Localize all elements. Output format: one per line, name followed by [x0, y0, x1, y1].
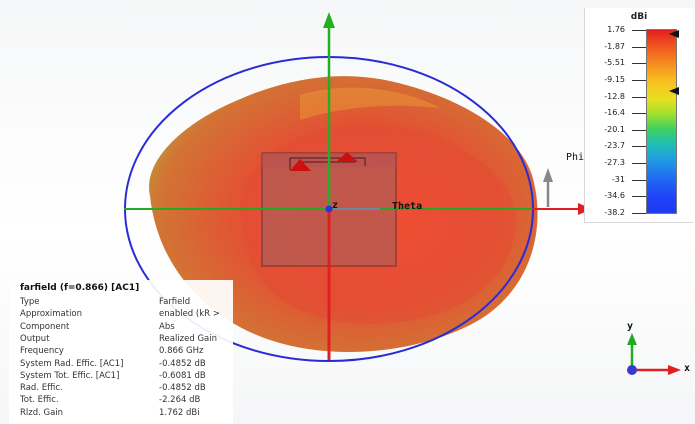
info-value: -0.4852 dB	[159, 383, 206, 394]
legend-tick-label: -31	[611, 174, 625, 184]
color-scale-legend: dBi 1.76 -1.87 -5.51 -9.15 -12.8 -16.4 -20.1 -2…	[584, 8, 693, 223]
info-row: Rlzd. Gain 1.762 dBi	[20, 408, 232, 419]
info-value: Realized Gain	[159, 333, 218, 344]
legend-marker-top[interactable]	[669, 30, 679, 38]
triad-x-label: x	[684, 363, 691, 374]
info-row: Tot. Effic. -2.264 dB	[20, 395, 232, 406]
axis-up-arrowhead	[323, 12, 335, 28]
legend-tick-mark	[632, 146, 646, 148]
legend-tick-label: -23.7	[604, 141, 625, 151]
info-key: Component	[20, 321, 70, 332]
info-key: Tot. Effic.	[20, 395, 59, 406]
info-row: Type Farfield	[20, 297, 232, 308]
info-key: System Tot. Effic. [AC1]	[20, 370, 120, 381]
info-key: Rad. Effic.	[20, 383, 63, 394]
info-key: Rlzd. Gain	[20, 407, 64, 418]
farfield-info-panel: farfield (f=0.866) [AC1] Type Farfield App…	[9, 280, 233, 424]
info-row: Component Abs	[20, 322, 232, 333]
phi-arrow-head	[543, 168, 553, 182]
legend-tick-mark	[632, 79, 646, 81]
info-row: System Rad. Effic. [AC1] -0.4852 dB	[20, 359, 232, 370]
info-row: Output Realized Gain	[20, 334, 232, 345]
info-key: Frequency	[20, 346, 64, 357]
legend-tick-mark	[632, 163, 646, 165]
origin-dot	[325, 205, 333, 213]
antenna-port-marker-right	[336, 152, 358, 162]
legend-tick-mark	[632, 30, 646, 31]
legend-tick-mark	[632, 179, 646, 181]
triad-origin	[627, 365, 637, 375]
legend-tick-label: -9.15	[604, 74, 625, 84]
legend-tick-label: -5.51	[604, 58, 625, 68]
phi-label: Phi	[566, 152, 585, 163]
legend-tick-mark	[632, 46, 646, 48]
pattern-lobe-highlight	[300, 87, 440, 120]
theta-label: Theta	[392, 201, 423, 212]
legend-tick-mark	[632, 129, 646, 131]
legend-tick-mark	[632, 63, 646, 65]
legend-tick-mark	[632, 213, 646, 214]
legend-tick-label: -27.3	[604, 158, 625, 168]
legend-tick-mark	[632, 113, 646, 115]
info-row: System Tot. Effic. [AC1] -0.6081 dB	[20, 371, 232, 382]
legend-marker-mid[interactable]	[669, 87, 679, 95]
legend-tick-label: -12.8	[604, 91, 625, 101]
legend-tick-mark	[632, 96, 646, 98]
triad-y-arrowhead	[627, 333, 637, 345]
legend-tick-label: -1.87	[604, 41, 625, 51]
triad-y-label: y	[627, 321, 634, 332]
info-title: farfield (f=0.866) [AC1]	[20, 283, 140, 293]
legend-tick-label: -16.4	[604, 108, 625, 118]
info-value: -2.264 dB	[159, 395, 201, 406]
info-key: System Rad. Effic. [AC1]	[20, 358, 124, 369]
info-key: Approximation	[20, 309, 83, 320]
legend-tick-label: -20.1	[604, 124, 625, 134]
info-row: Frequency 0.866 GHz	[20, 346, 232, 357]
info-value: enabled (kR >	[159, 309, 220, 320]
info-key: Type	[20, 297, 40, 307]
legend-unit: dBi	[630, 12, 648, 22]
info-value: 0.866 GHz	[159, 346, 204, 357]
legend-tick-label: 1.76	[607, 25, 625, 34]
z-axis-label: z	[332, 200, 339, 211]
info-value: -0.6081 dB	[159, 370, 206, 381]
info-key: Output	[20, 333, 50, 344]
info-row: Rad. Effic. -0.4852 dB	[20, 383, 232, 394]
triad-x-arrowhead	[668, 365, 681, 375]
legend-tick-label: -34.6	[604, 191, 625, 201]
legend-tick-label: -38.2	[604, 208, 625, 217]
info-value: Farfield	[159, 297, 191, 307]
colorbar-gradient	[646, 29, 677, 214]
info-row: Approximation enabled (kR >	[20, 309, 232, 320]
info-value: -0.4852 dB	[159, 358, 206, 369]
info-value: 1.762 dBi	[159, 407, 200, 418]
legend-tick-mark	[632, 196, 646, 198]
info-value: Abs	[159, 321, 175, 332]
antenna-port-marker-left	[290, 159, 311, 171]
